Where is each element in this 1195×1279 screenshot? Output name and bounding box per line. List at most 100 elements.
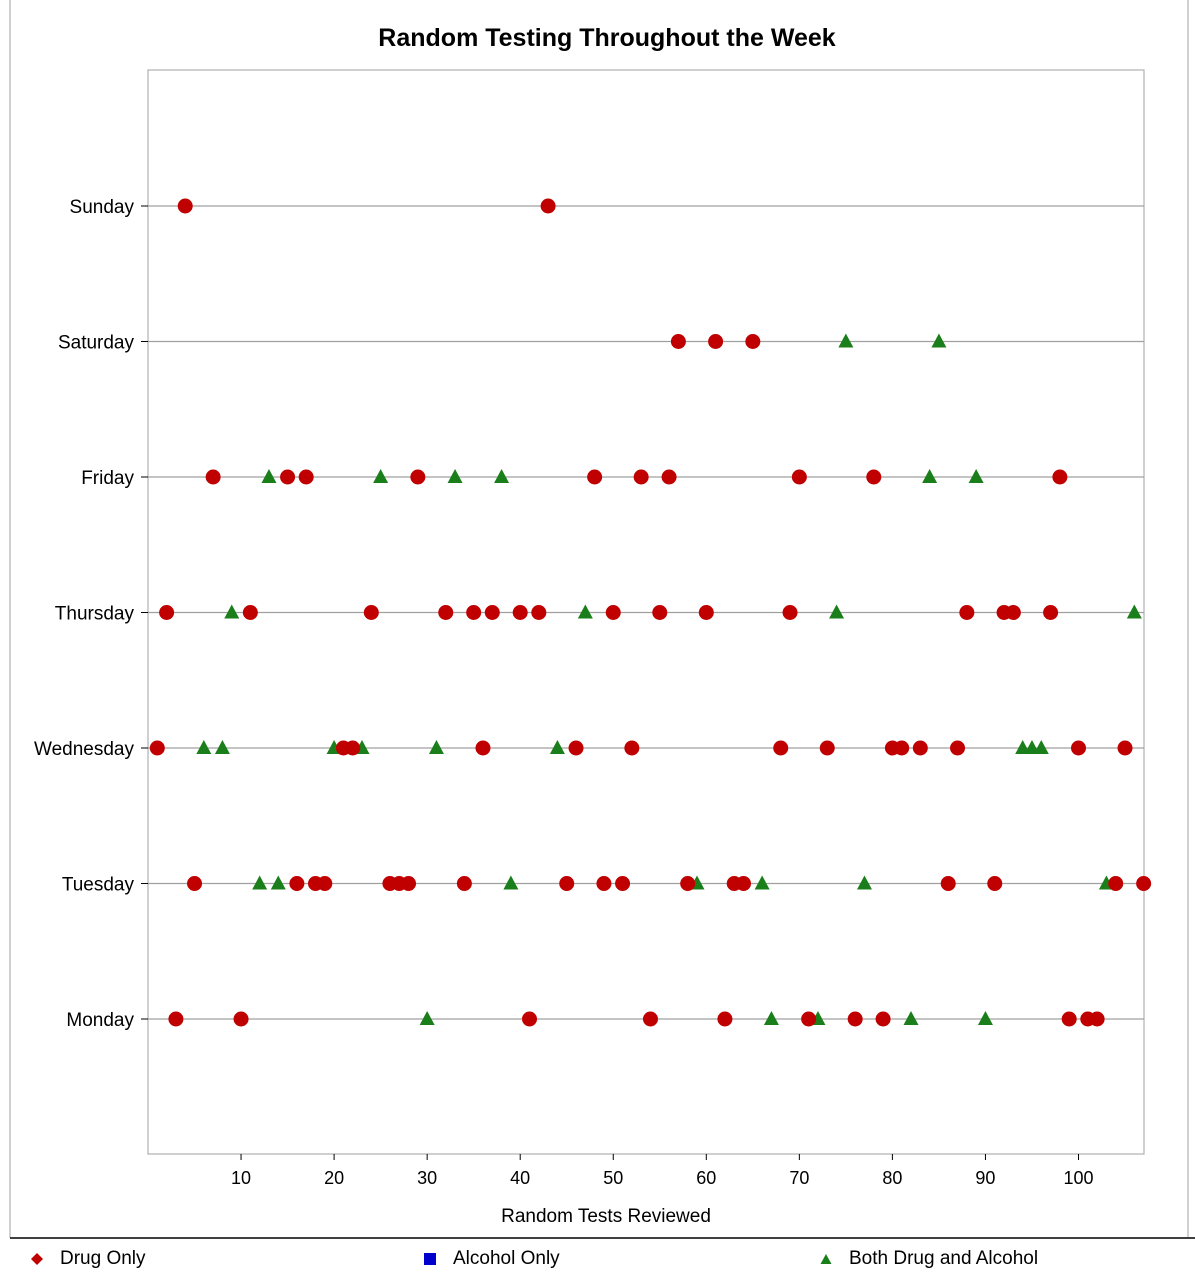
point-both-drug-and-alcohol-saturday-85 — [931, 333, 947, 348]
point-both-drug-and-alcohol-tuesday-77 — [856, 875, 872, 890]
point-drug-only-thursday-2 — [159, 605, 175, 620]
point-both-drug-and-alcohol-monday-90 — [977, 1011, 993, 1025]
point-drug-only-thursday-37 — [484, 605, 500, 620]
y-axis-ticks: Sunday Saturday Friday Thursday Wednesday Tue… — [34, 197, 148, 1031]
point-drug-only-monday-99 — [1061, 1011, 1077, 1027]
x-tick-label-100: 100 — [1063, 1168, 1093, 1188]
point-drug-only-saturday-65 — [745, 334, 761, 349]
chart-title: Random Testing Throughout the Week — [378, 24, 835, 52]
point-drug-only-friday-29 — [410, 469, 426, 485]
point-drug-only-saturday-57 — [670, 334, 686, 349]
point-drug-only-tuesday-64 — [736, 876, 752, 891]
point-drug-only-friday-15 — [280, 469, 296, 485]
square-icon — [421, 1250, 439, 1268]
point-both-drug-and-alcohol-wednesday-96 — [1033, 740, 1049, 754]
point-drug-only-friday-53 — [633, 469, 649, 485]
point-drug-only-monday-79 — [875, 1011, 891, 1027]
x-tick-label-20: 20 — [324, 1168, 344, 1188]
point-drug-only-sunday-43 — [540, 198, 556, 214]
point-drug-only-thursday-60 — [698, 605, 714, 620]
point-both-drug-and-alcohol-monday-67 — [763, 1011, 779, 1025]
point-both-drug-and-alcohol-thursday-106 — [1126, 604, 1142, 619]
point-drug-only-friday-7 — [205, 469, 221, 485]
point-drug-only-wednesday-83 — [912, 740, 928, 756]
point-both-drug-and-alcohol-friday-38 — [494, 469, 510, 483]
point-drug-only-tuesday-91 — [987, 876, 1003, 891]
point-drug-only-friday-98 — [1052, 469, 1068, 485]
point-drug-only-thursday-55 — [652, 605, 668, 620]
x-tick-label-70: 70 — [789, 1168, 809, 1188]
point-drug-only-wednesday-73 — [819, 740, 835, 756]
point-drug-only-tuesday-86 — [940, 876, 956, 891]
y-tick-label-wednesday: Wednesday — [34, 739, 134, 760]
point-drug-only-wednesday-22 — [345, 740, 361, 756]
point-both-drug-and-alcohol-wednesday-44 — [549, 740, 565, 754]
point-both-drug-and-alcohol-friday-84 — [922, 469, 938, 483]
point-drug-only-thursday-11 — [242, 605, 258, 620]
point-both-drug-and-alcohol-friday-89 — [968, 469, 984, 483]
y-tick-label-friday: Friday — [81, 468, 134, 489]
point-both-drug-and-alcohol-thursday-47 — [577, 604, 593, 619]
point-drug-only-tuesday-104 — [1108, 876, 1124, 891]
point-both-drug-and-alcohol-friday-25 — [373, 469, 389, 483]
legend-item-alcohol-only: Alcohol Only — [421, 1245, 560, 1273]
point-drug-only-tuesday-45 — [559, 876, 575, 891]
point-drug-only-tuesday-28 — [401, 876, 417, 891]
point-drug-only-thursday-40 — [512, 605, 528, 620]
point-drug-only-friday-17 — [298, 469, 314, 485]
point-drug-only-thursday-32 — [438, 605, 454, 620]
point-both-drug-and-alcohol-thursday-74 — [829, 604, 845, 619]
point-both-drug-and-alcohol-wednesday-31 — [428, 740, 444, 754]
y-tick-label-sunday: Sunday — [70, 197, 135, 218]
point-drug-only-thursday-69 — [782, 605, 798, 620]
point-drug-only-wednesday-46 — [568, 740, 584, 756]
x-tick-label-40: 40 — [510, 1168, 530, 1188]
legend-item-both-drug-and-alcohol: Both Drug and Alcohol — [817, 1245, 1038, 1273]
data-points — [149, 198, 1152, 1027]
point-drug-only-tuesday-16 — [289, 876, 305, 891]
point-drug-only-monday-71 — [801, 1011, 817, 1027]
point-drug-only-wednesday-87 — [950, 740, 966, 756]
point-drug-only-monday-41 — [522, 1011, 538, 1027]
point-drug-only-tuesday-34 — [456, 876, 472, 891]
x-tick-label-50: 50 — [603, 1168, 623, 1188]
point-both-drug-and-alcohol-monday-82 — [903, 1011, 919, 1025]
point-both-drug-and-alcohol-tuesday-66 — [754, 875, 770, 890]
point-both-drug-and-alcohol-wednesday-8 — [214, 740, 230, 754]
point-drug-only-monday-62 — [717, 1011, 733, 1027]
point-both-drug-and-alcohol-thursday-9 — [224, 604, 240, 619]
point-drug-only-tuesday-58 — [680, 876, 696, 891]
x-tick-label-10: 10 — [231, 1168, 251, 1188]
point-drug-only-friday-48 — [587, 469, 603, 485]
x-tick-label-60: 60 — [696, 1168, 716, 1188]
point-drug-only-wednesday-1 — [149, 740, 165, 756]
triangle-icon — [817, 1250, 835, 1268]
legend-label-drug-only: Drug Only — [60, 1248, 146, 1269]
point-drug-only-sunday-4 — [177, 198, 193, 214]
gridlines — [148, 205, 1144, 1020]
point-drug-only-thursday-97 — [1043, 605, 1059, 620]
point-drug-only-tuesday-107 — [1136, 876, 1152, 891]
x-axis-label: Random Tests Reviewed — [501, 1206, 711, 1227]
point-drug-only-wednesday-36 — [475, 740, 491, 756]
point-drug-only-tuesday-51 — [615, 876, 631, 891]
x-tick-label-80: 80 — [882, 1168, 902, 1188]
point-drug-only-wednesday-100 — [1071, 740, 1086, 756]
point-drug-only-friday-70 — [791, 469, 807, 485]
point-drug-only-wednesday-81 — [894, 740, 910, 756]
y-tick-label-monday: Monday — [66, 1010, 134, 1031]
point-drug-only-thursday-24 — [363, 605, 379, 620]
y-tick-label-saturday: Saturday — [58, 333, 135, 354]
point-drug-only-monday-102 — [1089, 1011, 1105, 1027]
legend-label-both-drug-and-alcohol: Both Drug and Alcohol — [849, 1248, 1039, 1269]
point-both-drug-and-alcohol-tuesday-39 — [503, 875, 519, 890]
point-drug-only-wednesday-68 — [773, 740, 789, 756]
legend-label-alcohol-only: Alcohol Only — [453, 1248, 560, 1269]
point-drug-only-thursday-93 — [1005, 605, 1021, 620]
point-drug-only-thursday-88 — [959, 605, 975, 620]
x-tick-label-30: 30 — [417, 1168, 437, 1188]
x-axis-ticks: 10 20 30 40 50 60 70 80 90 100 — [231, 1154, 1094, 1188]
point-drug-only-monday-54 — [642, 1011, 658, 1027]
